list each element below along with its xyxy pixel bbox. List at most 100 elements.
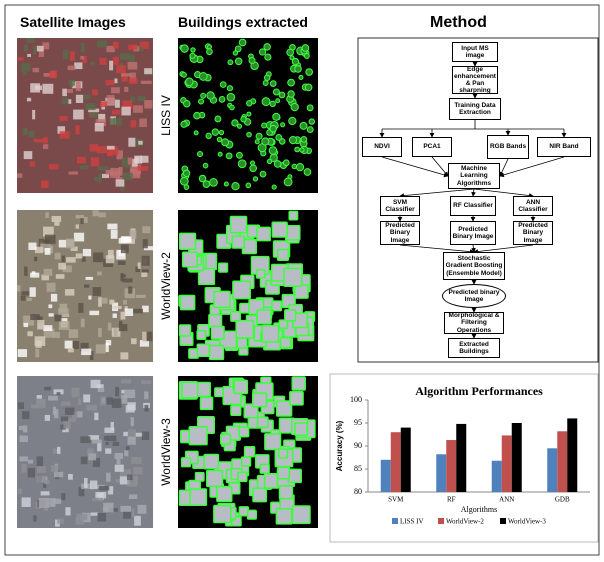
image-texture <box>111 109 121 115</box>
image-texture <box>49 70 58 79</box>
building <box>179 176 189 186</box>
building <box>238 38 247 47</box>
building <box>218 95 226 103</box>
image-texture <box>93 252 104 263</box>
image-texture <box>75 94 84 104</box>
image-texture <box>45 212 49 219</box>
image-texture <box>107 486 114 495</box>
building <box>223 181 229 187</box>
building <box>294 422 309 437</box>
legend-swatch <box>500 518 506 524</box>
image-texture <box>33 45 37 55</box>
image-texture <box>127 61 138 70</box>
image-texture <box>64 340 73 349</box>
image-texture <box>121 73 132 77</box>
building <box>258 48 267 56</box>
building <box>198 174 207 183</box>
image-texture <box>33 515 37 522</box>
building <box>299 121 308 130</box>
image-texture <box>127 474 133 481</box>
building <box>246 100 253 107</box>
building <box>234 57 243 66</box>
building <box>214 115 222 123</box>
building <box>289 390 304 406</box>
image-texture <box>106 45 115 53</box>
image-texture <box>105 169 111 175</box>
building <box>197 98 205 105</box>
image-texture <box>50 464 59 472</box>
bar <box>491 460 502 492</box>
building <box>300 136 308 143</box>
image-texture <box>49 498 56 507</box>
image-texture <box>94 177 99 181</box>
image-texture <box>80 342 89 352</box>
building <box>291 376 306 391</box>
building <box>209 178 218 187</box>
building <box>243 403 259 419</box>
building <box>252 176 259 182</box>
flow-node: Training Data Extraction <box>449 98 501 120</box>
image-texture <box>128 44 138 50</box>
image-texture <box>65 507 71 516</box>
image-texture <box>118 167 123 176</box>
building <box>261 324 280 343</box>
building <box>206 44 213 50</box>
image-texture <box>115 387 120 397</box>
building <box>203 453 220 470</box>
image-texture <box>59 131 70 139</box>
building <box>229 215 248 234</box>
y-tick-label: 85 <box>354 464 362 473</box>
image-texture <box>144 405 149 412</box>
y-tick-label: 100 <box>350 395 362 404</box>
flow-node: Stochastic Gradient Boosting (Ensemble M… <box>443 252 505 280</box>
building <box>249 164 258 173</box>
building <box>278 319 289 330</box>
image-texture <box>97 512 107 522</box>
image-texture <box>123 300 127 305</box>
building <box>279 336 292 349</box>
image-texture <box>50 293 58 302</box>
building <box>283 177 293 187</box>
image-texture <box>69 51 75 61</box>
image-texture <box>75 81 81 92</box>
building <box>208 313 223 329</box>
image-texture <box>139 46 143 52</box>
image-texture <box>41 180 49 189</box>
image-texture <box>114 452 124 459</box>
image-texture <box>142 331 147 342</box>
image-texture <box>99 101 108 108</box>
image-texture <box>112 313 117 318</box>
flow-arrow <box>473 188 534 198</box>
legend-label: LISS IV <box>400 518 424 526</box>
image-texture <box>139 340 150 347</box>
image-texture <box>62 427 69 433</box>
bar <box>557 431 568 492</box>
building <box>261 137 270 146</box>
image-texture <box>62 88 67 97</box>
building <box>206 91 215 100</box>
flow-node: Predicted Binary Image <box>513 221 553 245</box>
image-texture <box>43 328 55 338</box>
image-texture <box>68 171 78 175</box>
building <box>226 85 234 92</box>
image-texture <box>71 387 80 398</box>
image-texture <box>128 286 133 294</box>
image-texture <box>107 146 119 156</box>
building <box>288 116 297 126</box>
building <box>233 379 249 395</box>
building <box>198 72 208 81</box>
building <box>237 471 248 483</box>
image-texture <box>127 436 136 445</box>
image-texture <box>121 73 128 82</box>
image-texture <box>80 165 89 170</box>
image-texture <box>32 67 40 73</box>
image-texture <box>17 285 21 292</box>
bar <box>456 423 467 492</box>
image-texture <box>130 120 137 128</box>
building <box>181 381 199 399</box>
image-texture <box>120 273 124 282</box>
building <box>264 433 282 451</box>
image-texture <box>113 56 119 65</box>
image-texture <box>92 497 104 502</box>
image-texture <box>22 128 28 136</box>
